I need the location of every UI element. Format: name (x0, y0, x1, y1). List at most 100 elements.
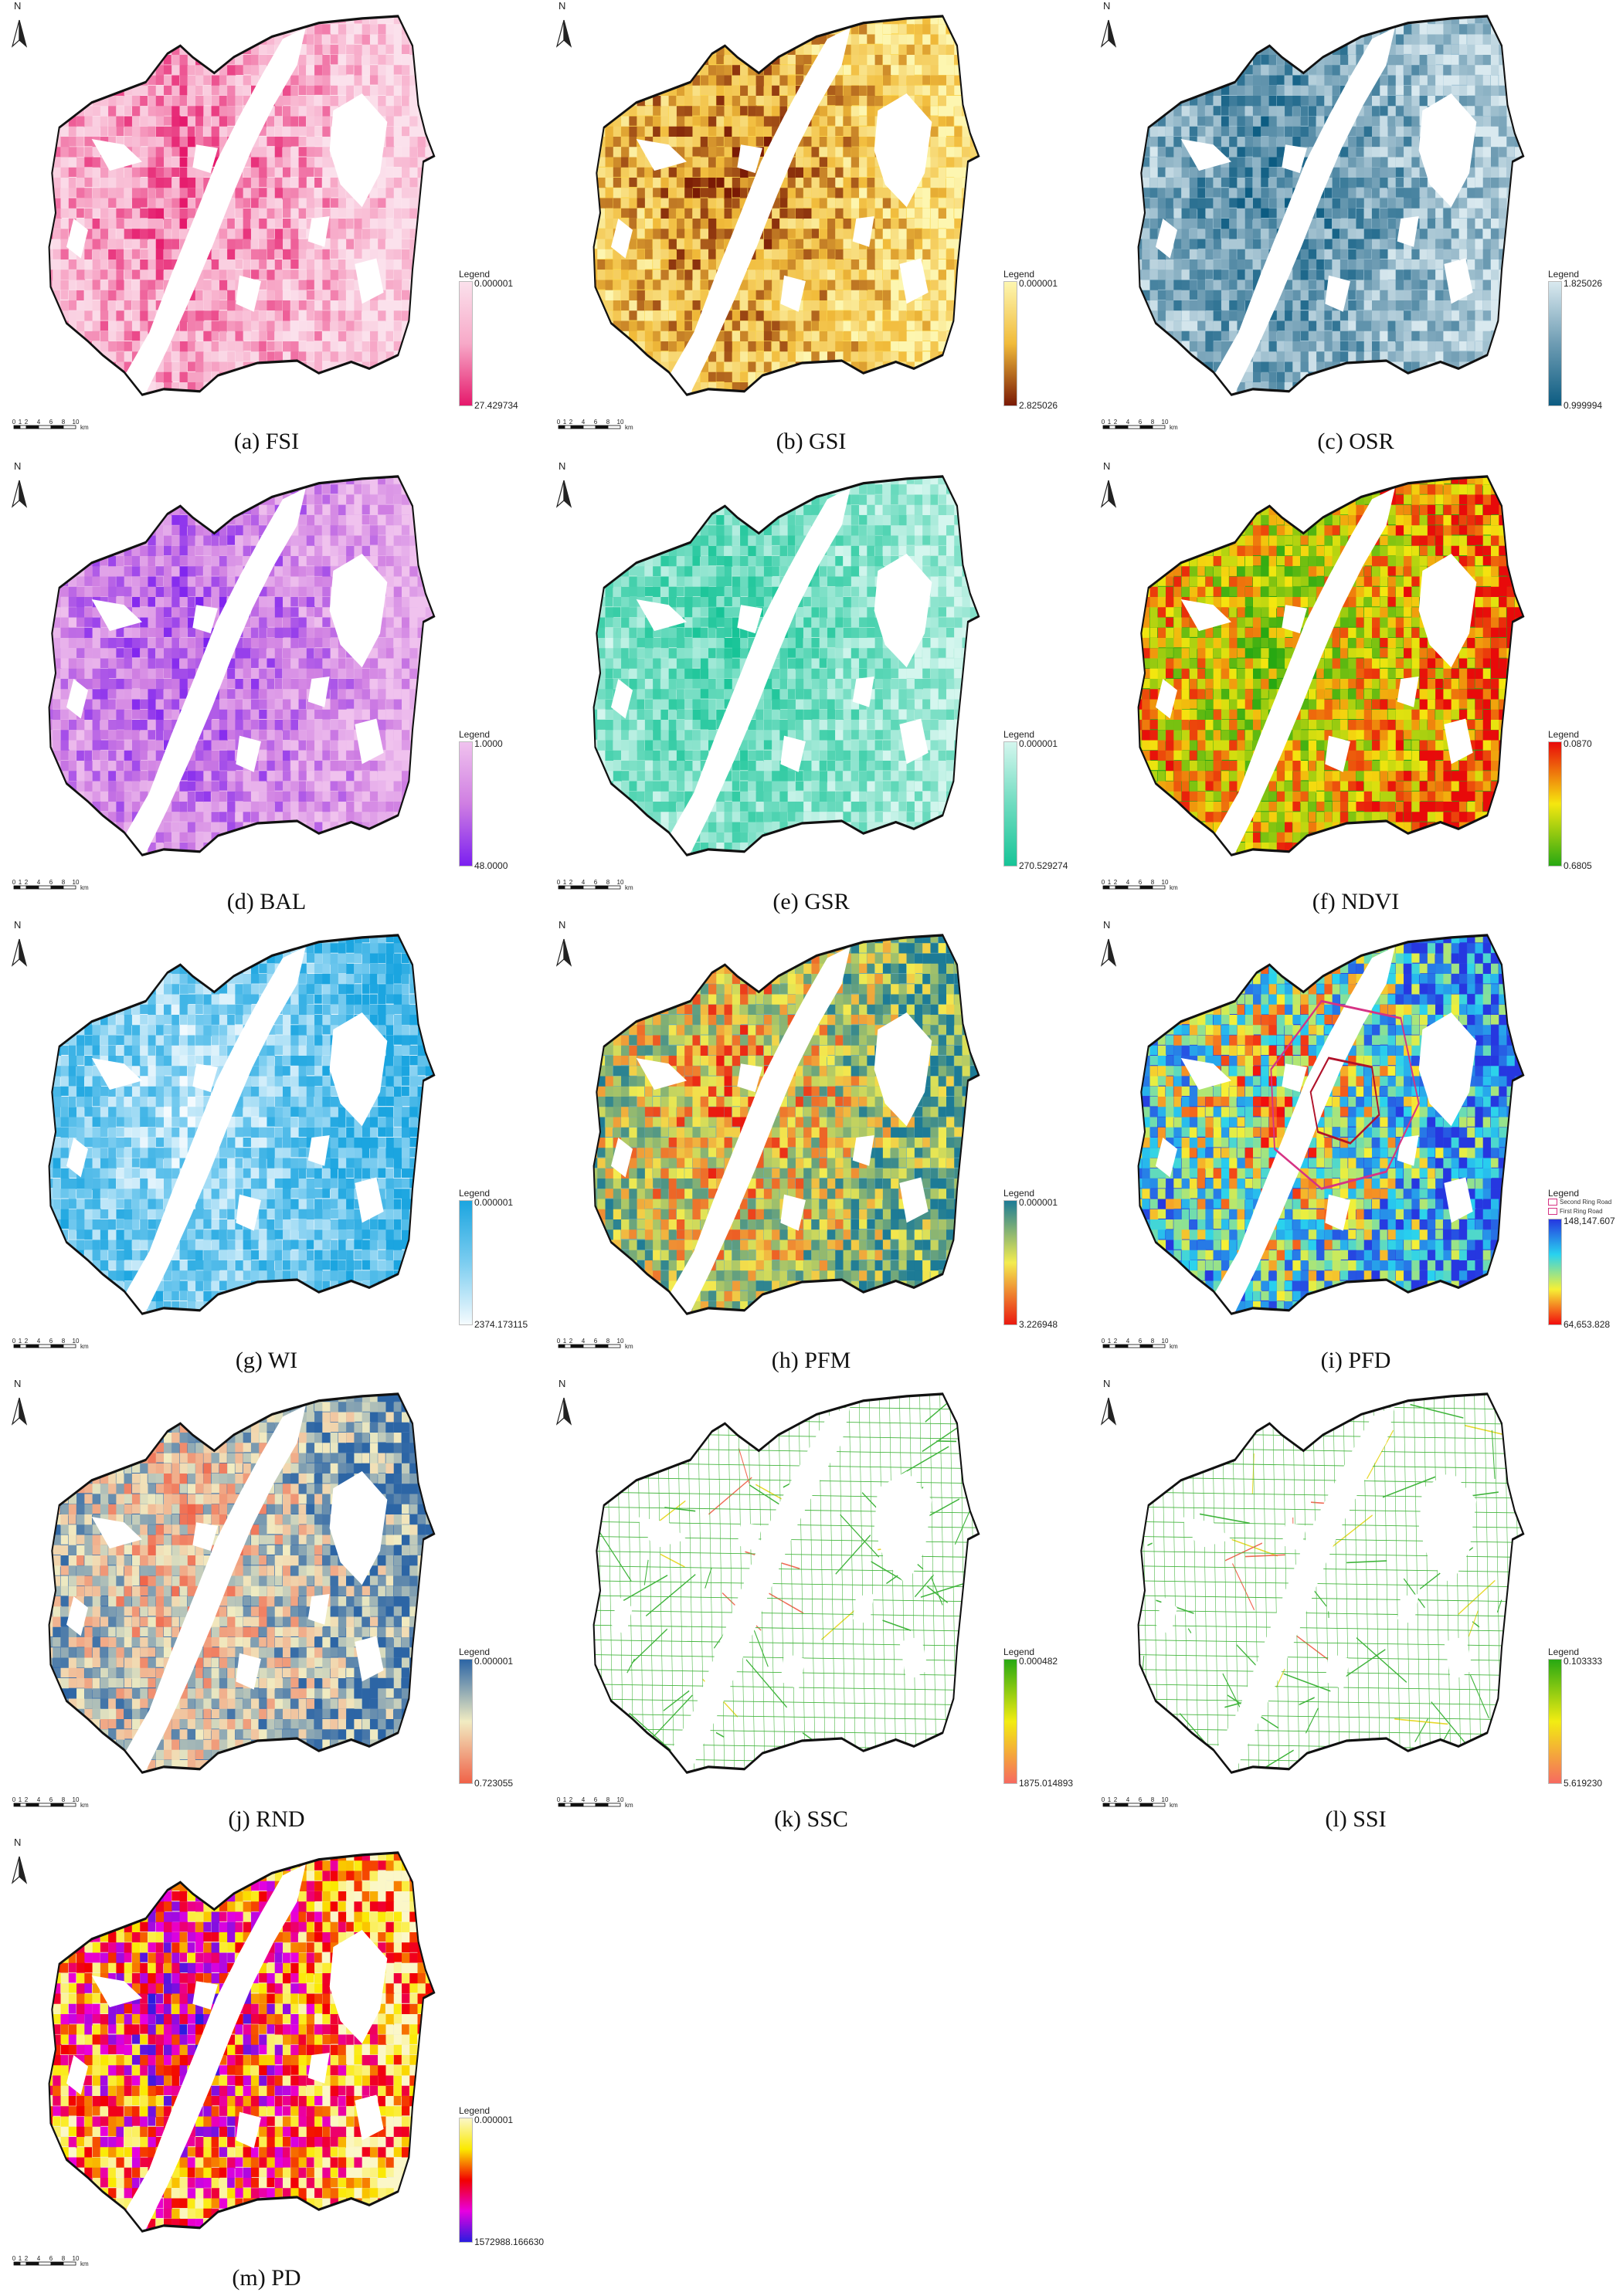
north-label: N (559, 460, 565, 472)
legend-color-ramp (1548, 281, 1562, 406)
map-legend: Legend 1.0000 48.0000 (456, 729, 548, 883)
legend-bottom-value: 48.0000 (474, 860, 508, 871)
legend-color-ramp (1003, 1200, 1017, 1325)
legend-title: Legend (459, 2105, 490, 2116)
legend-color-ramp (459, 1200, 473, 1325)
legend-top-value: 0.000001 (1019, 1197, 1058, 1208)
scale-tick-label: 0 (12, 419, 16, 426)
scale-tick-label: 1 (1108, 1796, 1112, 1803)
legend-title: Legend (1548, 269, 1579, 280)
scale-tick-label: 2 (569, 419, 573, 426)
scale-bar: 0 1 2 4 6 8 10 km (11, 2254, 158, 2271)
thematic-map (592, 15, 980, 396)
scale-bar: 0 1 2 4 6 8 10 km (11, 1336, 158, 1353)
panel-caption: (g) WI (0, 1348, 533, 1374)
panel-caption: (d) BAL (0, 889, 533, 915)
ring-road-entry: First Ring Road (1548, 1206, 1623, 1216)
north-label: N (14, 0, 21, 12)
scale-tick-label: 10 (617, 879, 624, 886)
scale-unit-label: km (80, 424, 89, 431)
north-arrow-icon (8, 1843, 31, 1889)
panel-caption: (b) GSI (545, 429, 1078, 455)
scale-tick-label: 2 (25, 879, 29, 886)
scale-tick-label: 0 (12, 1338, 16, 1345)
thematic-map (1137, 934, 1525, 1315)
map-legend: Legend 0.000001 2374.173115 (456, 1188, 548, 1342)
panel-caption: (j) RND (0, 1806, 533, 1833)
scale-unit-label: km (80, 884, 89, 891)
thematic-map (48, 1851, 436, 2233)
map-legend: Legend 0.0870 0.6805 (1545, 729, 1623, 883)
scale-tick-label: 4 (582, 1338, 586, 1345)
scale-tick-label: 8 (62, 879, 66, 886)
panel-caption: (c) OSR (1089, 429, 1622, 455)
legend-color-ramp (1003, 1659, 1017, 1784)
scale-tick-label: 1 (1108, 1338, 1112, 1345)
legend-title: Legend (1003, 1647, 1034, 1657)
legend-color-ramp (459, 741, 473, 867)
map-legend: Legend 0.000001 3.226948 (1000, 1188, 1093, 1342)
legend-top-value: 0.000482 (1019, 1656, 1058, 1667)
scale-tick-label: 8 (606, 1796, 610, 1803)
scale-bar: 0 1 2 4 6 8 10 km (1100, 1336, 1247, 1353)
north-arrow-icon (8, 1384, 31, 1430)
panel-caption: (h) PFM (545, 1348, 1078, 1374)
map-panel: N Legend 0.0870 0.6805 0 1 2 4 6 8 10 km (f) NDVI (1089, 460, 1622, 916)
legend-top-value: 1.825026 (1564, 278, 1602, 289)
map-legend: Legend 1.825026 0.999994 (1545, 269, 1623, 423)
scale-tick-label: 6 (1139, 419, 1143, 426)
map-panel: N Legend 0.103333 5.619230 0 1 2 4 6 8 10 km (l) SSI (1089, 1378, 1622, 1833)
legend-top-value: 0.000001 (474, 278, 513, 289)
scale-tick-label: 4 (1126, 879, 1130, 886)
north-label: N (1103, 1378, 1110, 1389)
scale-tick-label: 4 (37, 419, 41, 426)
legend-top-value: 0.000001 (1019, 738, 1058, 749)
panel-caption: (m) PD (0, 2265, 533, 2291)
map-panel: N Legend Second Ring Road First Ring Road 14… (1089, 919, 1622, 1375)
scale-tick-label: 1 (19, 1796, 22, 1803)
scale-bar: 0 1 2 4 6 8 10 km (11, 1795, 158, 1812)
scale-tick-label: 6 (1139, 1338, 1143, 1345)
scale-tick-label: 8 (62, 419, 66, 426)
legend-top-value: 0.000001 (474, 1656, 513, 1667)
ring-road-entry: Second Ring Road (1548, 1197, 1623, 1206)
legend-bottom-value: 64,653.828 (1564, 1319, 1610, 1330)
scale-tick-label: 2 (569, 1796, 573, 1803)
scale-unit-label: km (80, 2260, 89, 2267)
north-arrow-icon (552, 466, 576, 513)
scale-tick-label: 6 (49, 1338, 53, 1345)
scale-tick-label: 2 (25, 419, 29, 426)
scale-tick-label: 4 (37, 2255, 41, 2262)
scale-tick-label: 2 (25, 1338, 29, 1345)
legend-bottom-value: 0.999994 (1564, 400, 1602, 411)
scale-unit-label: km (625, 1802, 633, 1809)
scale-tick-label: 6 (49, 2255, 53, 2262)
scale-tick-label: 2 (1114, 1796, 1118, 1803)
scale-tick-label: 1 (563, 879, 567, 886)
scale-bar: 0 1 2 4 6 8 10 km (555, 417, 702, 434)
thematic-map (592, 475, 980, 856)
scale-bar: 0 1 2 4 6 8 10 km (1100, 417, 1247, 434)
scale-tick-label: 10 (73, 1338, 80, 1345)
scale-tick-label: 10 (73, 879, 80, 886)
map-legend: Legend 0.000001 270.529274 (1000, 729, 1093, 883)
legend-bottom-value: 27.429734 (474, 400, 518, 411)
legend-top-value: 0.000001 (474, 1197, 513, 1208)
map-panel: N Legend 1.825026 0.999994 0 1 2 4 6 8 10 km (c) OSR (1089, 0, 1622, 456)
legend-bottom-value: 2374.173115 (474, 1319, 528, 1330)
scale-tick-label: 1 (563, 1338, 567, 1345)
scale-tick-label: 8 (606, 1338, 610, 1345)
map-legend: Legend 0.103333 5.619230 (1545, 1647, 1623, 1801)
legend-bottom-value: 0.723055 (474, 1778, 513, 1789)
north-arrow-icon (552, 1384, 576, 1430)
legend-title: Legend (1003, 269, 1034, 280)
scale-tick-label: 8 (606, 419, 610, 426)
scale-tick-label: 10 (1162, 1338, 1169, 1345)
scale-tick-label: 2 (1114, 419, 1118, 426)
scale-tick-label: 10 (73, 1796, 80, 1803)
map-panel: N Legend 0.000001 27.429734 0 1 2 4 6 8 10 km (a) FS… (0, 0, 533, 456)
scale-tick-label: 2 (25, 1796, 29, 1803)
scale-unit-label: km (1170, 424, 1178, 431)
scale-tick-label: 0 (557, 419, 561, 426)
legend-title: Legend (459, 269, 490, 280)
